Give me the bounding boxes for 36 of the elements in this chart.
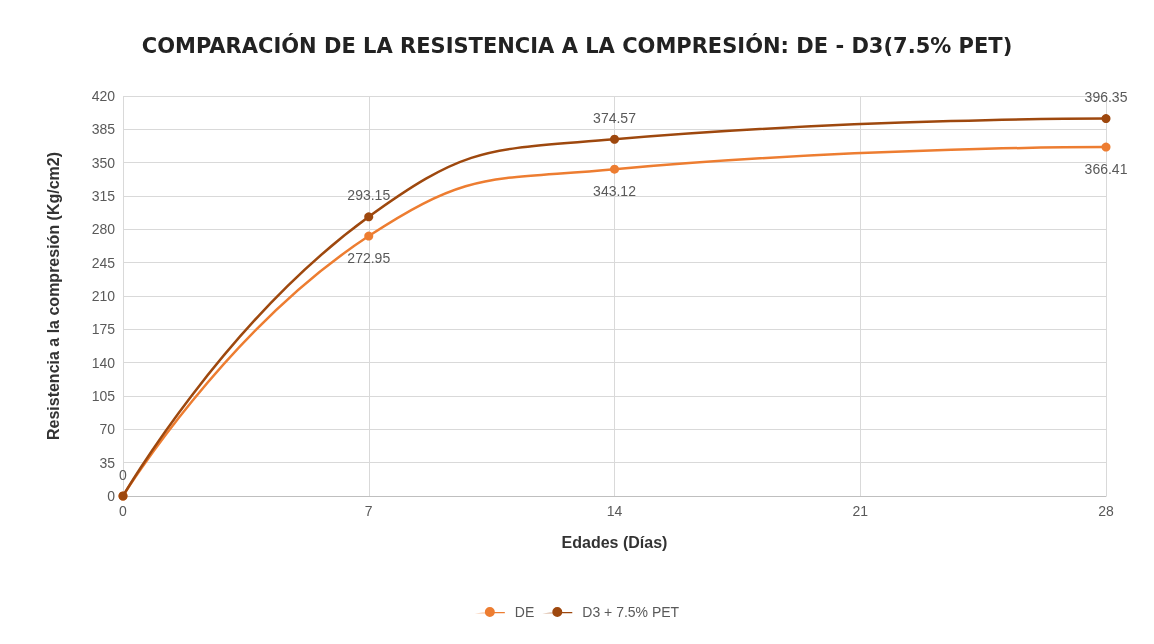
data-label: 0 <box>119 466 128 483</box>
point <box>610 134 619 144</box>
y-tick-label: 245 <box>91 254 116 271</box>
y-tick-label: 105 <box>91 388 116 404</box>
data-label: 272.95 <box>347 249 391 266</box>
x-tick-label: 21 <box>852 503 869 519</box>
data-label: 374.57 <box>593 109 637 126</box>
y-tick-label: 350 <box>91 154 116 171</box>
chart-title: COMPARACIÓN DE LA RESISTENCIA A LA COMPRESIÓN: DE - D3(7.5% PET) <box>141 32 1013 58</box>
point <box>364 231 374 241</box>
x-axis-title: Edades (Días) <box>561 533 668 551</box>
point <box>364 212 374 222</box>
point <box>1101 142 1111 152</box>
point <box>1101 114 1111 124</box>
y-tick-label: 70 <box>99 421 116 438</box>
legend-label: D3 + 7.5% PET <box>582 604 680 620</box>
y-tick-label: 315 <box>91 188 116 204</box>
y-tick-label: 0 <box>107 488 116 504</box>
data-label: 343.12 <box>593 182 637 199</box>
x-tick-label: 7 <box>364 503 373 519</box>
y-tick-label: 420 <box>91 88 116 104</box>
y-tick-label: 210 <box>91 288 116 304</box>
y-tick-label: 385 <box>91 121 116 138</box>
y-tick-label: 140 <box>91 354 116 371</box>
data-label: 293.15 <box>347 187 391 204</box>
x-tick-label: 0 <box>119 503 128 519</box>
x-tick-label: 28 <box>1098 503 1114 519</box>
y-tick-label: 175 <box>91 321 116 338</box>
x-tick-label: 14 <box>606 503 623 519</box>
y-axis-title: Resistencia a la compresión (Kg/cm2) <box>44 151 62 441</box>
point <box>610 164 619 174</box>
data-label: 396.35 <box>1084 89 1128 106</box>
data-label: 366.41 <box>1084 160 1128 177</box>
y-tick-label: 35 <box>99 454 116 471</box>
legend-label: DE <box>514 604 535 620</box>
y-tick-label: 280 <box>91 221 116 238</box>
